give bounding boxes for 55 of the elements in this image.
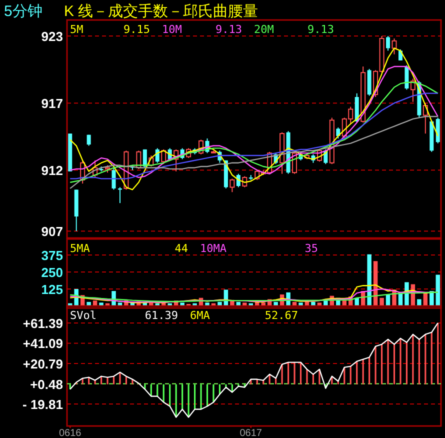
bar [417,299,422,306]
line-series [70,322,438,418]
bar [86,302,91,306]
bar [261,302,266,306]
y-tick-label: 125 [41,282,63,297]
candlestick [336,126,340,139]
bar [436,274,440,306]
x-tick-label: 0617 [240,428,262,438]
text: SVol [70,309,96,322]
y-tick-label: 923 [41,29,63,44]
annotation: 9.13 [308,23,334,36]
y-tick-label: 375 [41,248,63,264]
bar [311,302,316,306]
text: 20M [254,23,274,36]
annotation: 61.39 [144,309,178,322]
text: 10MA [200,242,227,255]
bar [298,302,303,306]
candlestick [386,36,390,52]
bar [218,302,222,306]
bar [367,254,372,306]
line-series [70,292,438,302]
candlestick [404,64,409,90]
annotation: 9.15 [124,23,150,36]
annotation: 6MA [190,309,210,322]
x-tick-label: 0616 [58,428,82,438]
candlestick [230,178,235,193]
annotation: 9.13 [216,23,242,36]
text: 5M [70,23,84,36]
annotation: 35 [304,242,318,255]
y-tick-label: +0.48 [30,376,63,392]
chart-title: 5分钟 [4,3,42,20]
bar [205,302,210,306]
annotation: 52.67 [264,309,298,322]
y-tick-label: +41.09 [22,336,63,352]
y-tick-label: 250 [41,265,63,280]
bar [354,298,359,306]
y-tick-label: 907 [41,224,63,240]
text: 5MA [70,242,90,255]
y-tick-label: +20.79 [22,356,63,372]
bar [430,291,434,306]
bar [99,302,104,306]
y-tick-label: +61.39 [22,316,63,331]
chart-subtitle: K 线－成交手数－邱氏曲腰量 [64,3,258,20]
candlestick [436,117,440,144]
candlestick [112,167,116,190]
y-tick-label: - 19.81 [22,397,63,412]
y-tick-label: 917 [41,96,63,112]
y-tick-label: 912 [41,163,63,178]
bar [242,302,247,306]
annotation: 44 [174,242,188,255]
bar [380,298,384,306]
candlestick [392,38,397,55]
bar [180,302,184,306]
bar [274,302,278,306]
text: 10M [162,23,182,36]
